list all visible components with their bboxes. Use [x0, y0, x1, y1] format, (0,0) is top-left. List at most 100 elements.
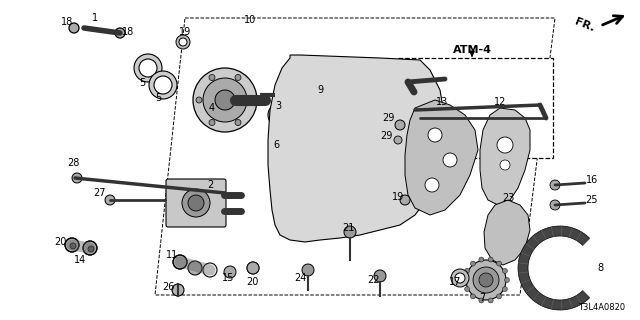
Circle shape — [305, 127, 310, 132]
Circle shape — [443, 153, 457, 167]
Circle shape — [302, 264, 314, 276]
Circle shape — [247, 262, 259, 274]
Circle shape — [209, 119, 215, 125]
Circle shape — [384, 82, 389, 87]
Circle shape — [394, 136, 402, 144]
Circle shape — [451, 269, 469, 287]
Text: 8: 8 — [597, 263, 603, 273]
Text: 20: 20 — [54, 237, 66, 247]
Circle shape — [479, 298, 484, 303]
Circle shape — [331, 173, 336, 178]
Circle shape — [149, 71, 177, 99]
Circle shape — [502, 287, 508, 292]
Text: 18: 18 — [122, 27, 134, 37]
Text: 17: 17 — [449, 277, 461, 287]
Circle shape — [344, 226, 356, 238]
Circle shape — [504, 277, 509, 283]
Circle shape — [371, 76, 376, 81]
Circle shape — [428, 128, 442, 142]
Circle shape — [358, 180, 362, 186]
Circle shape — [247, 262, 259, 274]
Circle shape — [550, 200, 560, 210]
Circle shape — [188, 261, 202, 275]
Circle shape — [500, 160, 510, 170]
Text: 28: 28 — [67, 158, 79, 168]
Text: 23: 23 — [502, 193, 514, 203]
Circle shape — [268, 103, 292, 127]
Circle shape — [497, 261, 502, 266]
Circle shape — [176, 35, 190, 49]
Circle shape — [83, 241, 97, 255]
Circle shape — [419, 104, 431, 116]
Text: 14: 14 — [74, 255, 86, 265]
Circle shape — [193, 68, 257, 132]
Circle shape — [320, 90, 400, 170]
Circle shape — [332, 102, 388, 158]
Circle shape — [425, 178, 439, 192]
Circle shape — [488, 298, 493, 303]
Circle shape — [196, 97, 202, 103]
Text: 24: 24 — [294, 273, 306, 283]
Text: 16: 16 — [586, 175, 598, 185]
Text: FR.: FR. — [573, 17, 596, 34]
Text: 11: 11 — [166, 250, 178, 260]
Text: 13: 13 — [436, 97, 448, 107]
Text: 20: 20 — [246, 277, 258, 287]
Circle shape — [188, 195, 204, 211]
Circle shape — [203, 78, 247, 122]
Text: 27: 27 — [93, 188, 106, 198]
Circle shape — [395, 165, 400, 170]
Circle shape — [308, 78, 412, 182]
Circle shape — [473, 267, 499, 293]
Circle shape — [371, 179, 376, 184]
Circle shape — [465, 287, 470, 292]
Text: 6: 6 — [273, 140, 279, 150]
Circle shape — [312, 101, 317, 106]
Circle shape — [235, 75, 241, 81]
Circle shape — [179, 38, 187, 46]
Circle shape — [479, 273, 493, 287]
Circle shape — [344, 76, 349, 81]
Circle shape — [497, 137, 513, 153]
Circle shape — [409, 114, 413, 119]
Text: 21: 21 — [342, 223, 354, 233]
Circle shape — [384, 173, 389, 178]
Text: 1: 1 — [92, 13, 98, 23]
Circle shape — [139, 59, 157, 77]
Text: 7: 7 — [479, 293, 485, 303]
Circle shape — [400, 195, 410, 205]
Text: 15: 15 — [222, 273, 234, 283]
Circle shape — [466, 260, 506, 300]
Circle shape — [248, 97, 254, 103]
Text: 4: 4 — [209, 103, 215, 113]
Text: 3: 3 — [275, 101, 281, 111]
Circle shape — [105, 195, 115, 205]
Polygon shape — [480, 108, 530, 205]
Circle shape — [320, 90, 325, 95]
Text: T3L4A0820: T3L4A0820 — [578, 303, 625, 312]
Circle shape — [209, 75, 215, 81]
FancyBboxPatch shape — [166, 179, 226, 227]
Circle shape — [70, 243, 76, 249]
Circle shape — [72, 173, 82, 183]
Circle shape — [352, 122, 368, 138]
Text: ATM-4: ATM-4 — [452, 45, 492, 55]
Text: 10: 10 — [244, 15, 256, 25]
Circle shape — [465, 268, 470, 273]
Circle shape — [307, 114, 311, 119]
Circle shape — [409, 141, 413, 146]
Circle shape — [331, 82, 336, 87]
Circle shape — [273, 143, 283, 153]
Circle shape — [172, 284, 184, 296]
Text: 22: 22 — [368, 275, 380, 285]
Text: 25: 25 — [586, 195, 598, 205]
Circle shape — [344, 179, 349, 184]
Circle shape — [502, 268, 508, 273]
Text: 5: 5 — [139, 78, 145, 88]
Circle shape — [395, 90, 400, 95]
Text: 19: 19 — [179, 27, 191, 37]
Text: 5: 5 — [155, 93, 161, 103]
Circle shape — [470, 294, 476, 299]
Polygon shape — [268, 55, 445, 242]
Circle shape — [455, 273, 465, 283]
